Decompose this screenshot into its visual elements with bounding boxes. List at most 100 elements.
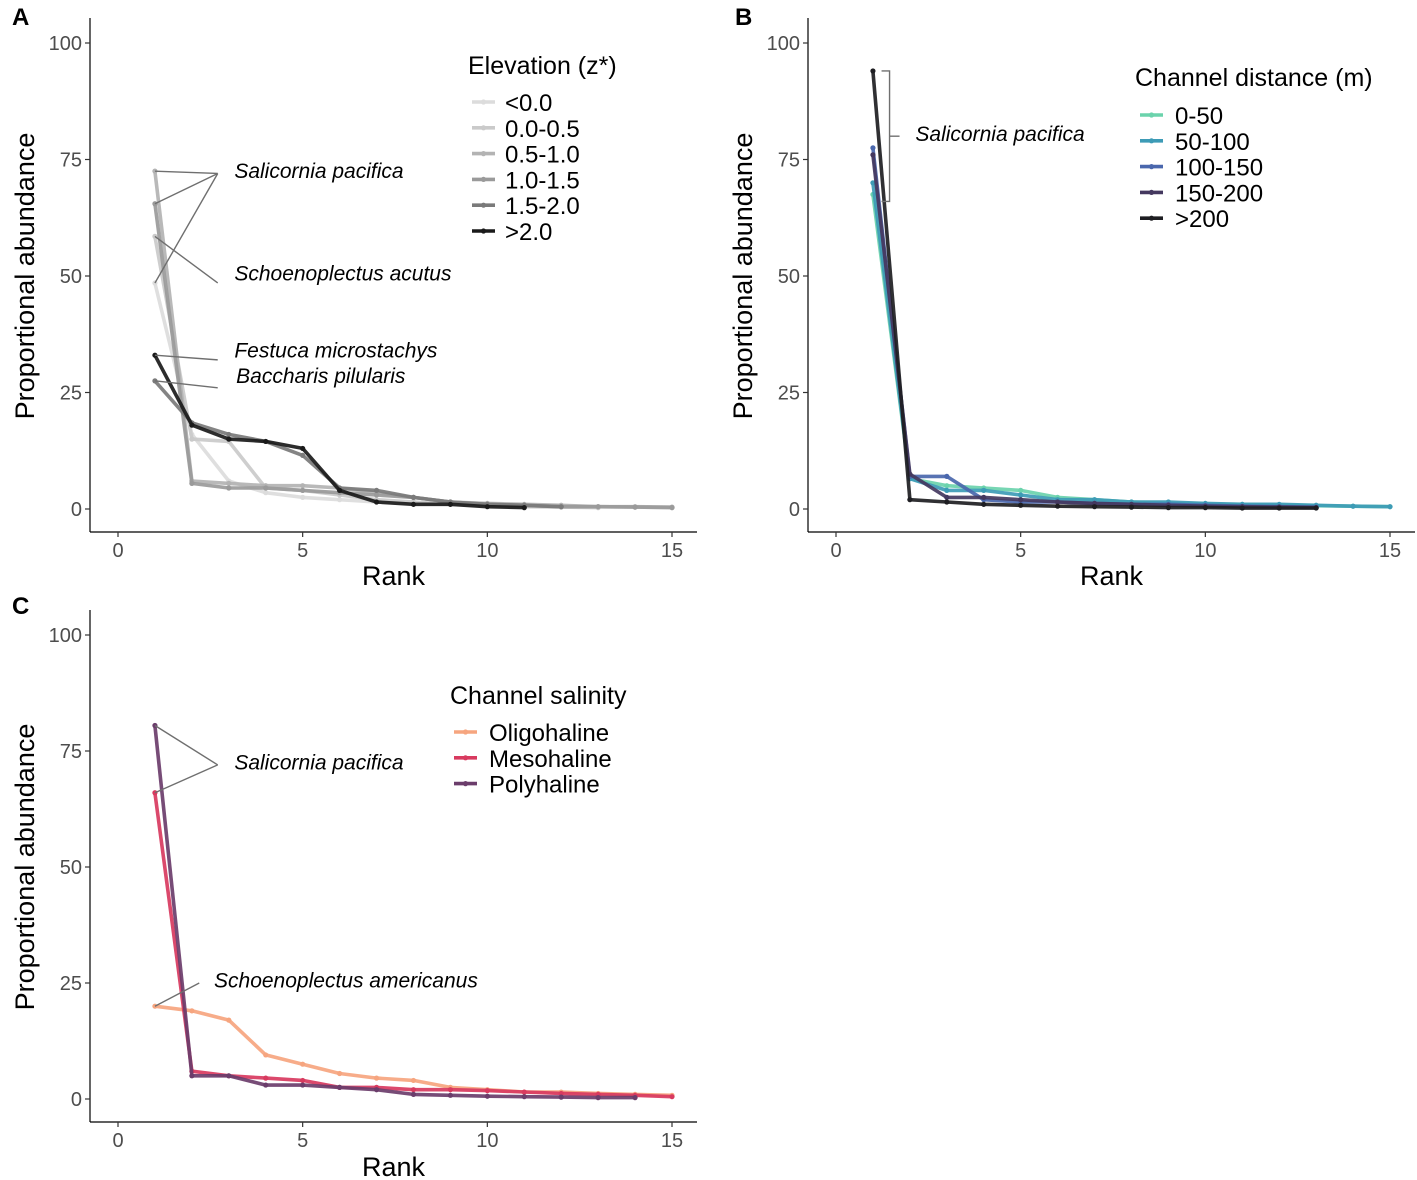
data-point (669, 505, 675, 511)
data-point (944, 499, 950, 505)
x-tick-label: 5 (297, 1130, 308, 1152)
data-point (907, 497, 913, 503)
legend-title: Elevation (z*) (468, 52, 617, 80)
data-point (1018, 492, 1024, 498)
legend-label: >200 (1175, 206, 1229, 233)
legend-key-point (1148, 164, 1155, 170)
legend-key-point (462, 781, 469, 787)
data-point (447, 501, 453, 507)
legend-label: 50-100 (1175, 129, 1250, 156)
data-point (521, 505, 527, 511)
legend-label: 0.5-1.0 (505, 142, 580, 169)
data-point (484, 1093, 490, 1099)
annotation: Schoenoplectus americanus (154, 970, 478, 1007)
data-point (226, 1017, 232, 1023)
data-point (189, 422, 195, 428)
panel-letter: C (12, 593, 29, 620)
data-point (300, 1077, 306, 1084)
data-point (337, 497, 343, 503)
data-point (410, 1077, 417, 1084)
data-point (152, 168, 158, 174)
data-point (226, 431, 232, 438)
data-point (558, 1094, 564, 1100)
series-1 (152, 790, 675, 1100)
data-point (1128, 504, 1135, 510)
data-point (521, 1094, 527, 1100)
data-point (152, 378, 158, 384)
legend-label: 100-150 (1175, 155, 1263, 182)
annotation-label: Schoenoplectus americanus (214, 970, 478, 993)
y-tick-label: 50 (60, 857, 82, 879)
y-tick-label: 25 (60, 973, 82, 995)
data-point (373, 487, 380, 493)
data-point (1350, 503, 1356, 509)
data-point (981, 501, 987, 507)
annotation-leader (154, 724, 219, 766)
legend-key-point (462, 729, 469, 735)
data-point (484, 504, 490, 510)
data-point (300, 1061, 306, 1067)
data-point (263, 1082, 269, 1088)
y-axis-title: Proportional abundance (728, 133, 758, 420)
data-point (447, 1087, 453, 1093)
data-point (870, 68, 876, 74)
data-point (981, 487, 987, 493)
data-point (944, 487, 950, 493)
data-point (632, 1095, 638, 1101)
series-5 (152, 352, 527, 511)
y-tick-label: 0 (789, 499, 800, 521)
x-tick-label: 15 (1379, 540, 1401, 562)
y-tick-label: 100 (49, 625, 82, 647)
data-point (1055, 503, 1061, 509)
data-point (595, 1095, 601, 1101)
series-0 (152, 280, 675, 511)
annotation-label: Salicornia pacifica (915, 123, 1084, 146)
data-point (1055, 499, 1061, 505)
data-point (1276, 505, 1282, 511)
x-axis-title: Rank (362, 561, 426, 591)
annotation-label: Baccharis pilularis (236, 365, 406, 388)
annotation-leader (154, 172, 219, 205)
data-point (1313, 505, 1319, 511)
data-point (1091, 504, 1098, 510)
legend-key-point (480, 99, 487, 105)
data-point (558, 504, 564, 510)
data-point (558, 1090, 564, 1097)
data-point (263, 438, 269, 445)
panel-letter: B (735, 4, 752, 31)
data-point (595, 504, 601, 510)
series-line (871, 194, 1391, 509)
data-point (1091, 497, 1098, 503)
legend-key-point (480, 228, 487, 234)
data-point (226, 1073, 232, 1079)
legend-label: Polyhaline (489, 772, 600, 799)
data-point (263, 485, 269, 491)
annotation-leader (154, 764, 219, 794)
legend-key-point (480, 176, 487, 182)
y-tick-label: 50 (778, 266, 800, 288)
panel-letter: A (12, 4, 29, 31)
legend-key-point (462, 755, 469, 761)
y-tick-label: 50 (60, 266, 82, 288)
annotation-label: Salicornia pacifica (234, 160, 403, 183)
data-point (1018, 497, 1024, 503)
x-tick-label: 10 (1194, 540, 1216, 562)
data-point (189, 480, 195, 486)
data-point (410, 494, 417, 500)
annotation-label: Salicornia pacifica (234, 752, 403, 775)
y-axis-title: Proportional abundance (10, 724, 40, 1011)
annotation-leader (154, 380, 218, 389)
legend-key-point (480, 202, 487, 208)
data-point (944, 473, 950, 479)
series-4 (870, 68, 1319, 511)
legend-key-point (480, 151, 487, 157)
legend-label: Oligohaline (489, 720, 609, 747)
data-point (189, 1008, 195, 1014)
legend-key-point (1148, 112, 1155, 118)
annotation-label: Schoenoplectus acutus (234, 263, 452, 286)
annotation: Salicornia pacifica (881, 70, 1085, 203)
legend: Channel salinity OligohalineMesohalinePol… (450, 682, 627, 799)
legend-key-point (480, 125, 487, 131)
data-point (263, 1052, 269, 1058)
